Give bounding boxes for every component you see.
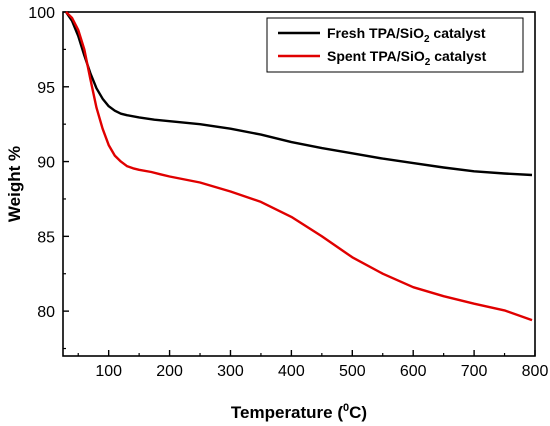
series-group — [65, 11, 533, 322]
x-tick-label: 100 — [95, 363, 122, 380]
legend: Fresh TPA/SiO2 catalyst Spent TPA/SiO2 c… — [266, 17, 524, 73]
x-tick-label: 500 — [339, 363, 366, 380]
x-tick-label: 300 — [217, 363, 244, 380]
x-tick-label: 600 — [400, 363, 427, 380]
fresh-catalyst-line — [65, 11, 533, 177]
legend-label-spent: Spent TPA/SiO2 catalyst — [327, 48, 487, 68]
y-tick-label: 80 — [37, 304, 55, 321]
x-axis-title: Temperature (0C) — [231, 402, 367, 422]
legend-label-fresh: Fresh TPA/SiO2 catalyst — [327, 25, 486, 45]
x-tick-label: 400 — [278, 363, 305, 380]
x-tick-label: 700 — [461, 363, 488, 380]
legend-box — [266, 17, 524, 73]
axis-ticks: 100 200 300 400 500 600 700 800 80 85 90 95 100 — [28, 5, 548, 380]
y-tick-label: 85 — [37, 229, 55, 246]
y-tick-label: 100 — [28, 5, 55, 22]
plot-frame — [62, 11, 536, 357]
y-axis-title: Weight % — [5, 146, 24, 222]
x-tick-label: 800 — [522, 363, 549, 380]
y-tick-label: 95 — [37, 80, 55, 97]
x-tick-label: 200 — [156, 363, 183, 380]
spent-catalyst-line — [65, 11, 533, 322]
y-tick-label: 90 — [37, 155, 55, 172]
